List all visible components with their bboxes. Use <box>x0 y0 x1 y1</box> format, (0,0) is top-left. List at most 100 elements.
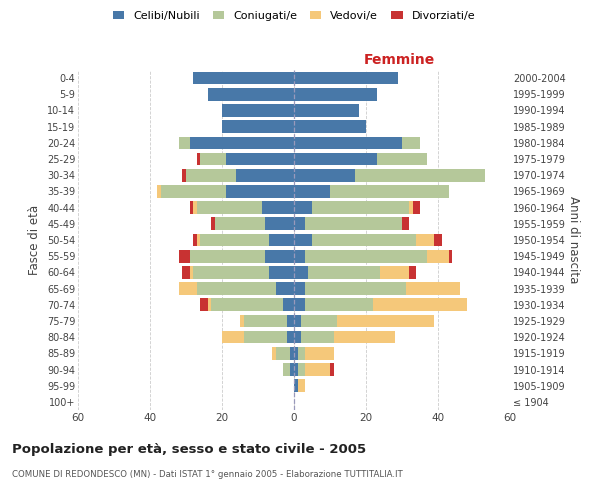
Legend: Celibi/Nubili, Coniugati/e, Vedovi/e, Divorziati/e: Celibi/Nubili, Coniugati/e, Vedovi/e, Di… <box>113 10 475 21</box>
Bar <box>294 104 359 117</box>
Bar <box>298 347 305 360</box>
Bar <box>294 234 312 246</box>
Bar <box>294 152 377 166</box>
Bar <box>240 314 244 328</box>
Bar <box>262 202 294 214</box>
Bar <box>190 202 193 214</box>
Bar <box>294 72 398 85</box>
Bar <box>265 250 294 262</box>
Bar <box>179 250 190 262</box>
Bar <box>413 202 420 214</box>
Bar <box>244 331 287 344</box>
Bar <box>298 363 305 376</box>
Bar <box>197 234 200 246</box>
Bar <box>294 218 305 230</box>
Y-axis label: Anni di nascita: Anni di nascita <box>566 196 580 284</box>
Bar <box>305 218 402 230</box>
Bar <box>226 185 294 198</box>
Bar <box>290 347 294 360</box>
Bar <box>416 234 434 246</box>
Bar <box>294 331 301 344</box>
Bar <box>409 266 416 278</box>
Bar <box>200 234 269 246</box>
Bar <box>200 298 208 311</box>
Bar <box>409 202 413 214</box>
Bar <box>190 136 294 149</box>
Bar <box>402 136 420 149</box>
Bar <box>294 266 308 278</box>
Bar <box>312 202 409 214</box>
Bar <box>298 380 305 392</box>
Bar <box>330 185 449 198</box>
Bar <box>294 120 366 133</box>
Bar <box>186 169 236 181</box>
Bar <box>402 218 409 230</box>
Bar <box>406 282 460 295</box>
Bar <box>305 298 373 311</box>
Bar <box>380 266 409 278</box>
Bar <box>197 152 200 166</box>
Bar <box>294 347 298 360</box>
Text: COMUNE DI REDONDESCO (MN) - Dati ISTAT 1° gennaio 2005 - Elaborazione TUTTITALIA: COMUNE DI REDONDESCO (MN) - Dati ISTAT 1… <box>12 470 403 479</box>
Bar <box>182 266 190 278</box>
Bar <box>287 314 294 328</box>
Bar <box>294 136 402 149</box>
Bar <box>283 298 294 311</box>
Bar <box>305 250 427 262</box>
Bar <box>276 347 290 360</box>
Bar <box>222 331 244 344</box>
Bar <box>308 266 380 278</box>
Y-axis label: Fasce di età: Fasce di età <box>28 205 41 275</box>
Bar <box>211 298 283 311</box>
Bar <box>294 202 312 214</box>
Text: Femmine: Femmine <box>364 52 436 66</box>
Bar <box>305 282 406 295</box>
Bar <box>236 169 294 181</box>
Bar <box>294 314 301 328</box>
Bar <box>294 185 330 198</box>
Bar <box>182 169 186 181</box>
Bar <box>269 266 294 278</box>
Bar <box>211 218 215 230</box>
Bar <box>373 298 467 311</box>
Bar <box>301 314 337 328</box>
Bar <box>355 169 485 181</box>
Bar <box>294 250 305 262</box>
Bar <box>294 363 298 376</box>
Bar <box>226 152 294 166</box>
Bar <box>290 363 294 376</box>
Bar <box>377 152 427 166</box>
Bar <box>305 363 330 376</box>
Bar <box>244 314 287 328</box>
Bar <box>287 331 294 344</box>
Text: Popolazione per età, sesso e stato civile - 2005: Popolazione per età, sesso e stato civil… <box>12 442 366 456</box>
Bar <box>334 331 395 344</box>
Bar <box>190 250 265 262</box>
Bar <box>272 347 276 360</box>
Bar <box>294 169 355 181</box>
Bar <box>200 152 226 166</box>
Bar <box>312 234 416 246</box>
Bar <box>161 185 226 198</box>
Bar <box>193 234 197 246</box>
Bar <box>208 88 294 101</box>
Bar <box>294 282 305 295</box>
Bar <box>222 120 294 133</box>
Bar <box>276 282 294 295</box>
Bar <box>193 72 294 85</box>
Bar <box>337 314 434 328</box>
Bar <box>330 363 334 376</box>
Bar <box>283 363 290 376</box>
Bar <box>197 202 262 214</box>
Bar <box>215 218 265 230</box>
Bar <box>427 250 449 262</box>
Bar <box>179 136 190 149</box>
Bar <box>294 380 298 392</box>
Bar <box>301 331 334 344</box>
Bar <box>208 298 211 311</box>
Bar <box>179 282 197 295</box>
Bar <box>294 298 305 311</box>
Bar <box>449 250 452 262</box>
Bar <box>193 266 269 278</box>
Bar <box>222 104 294 117</box>
